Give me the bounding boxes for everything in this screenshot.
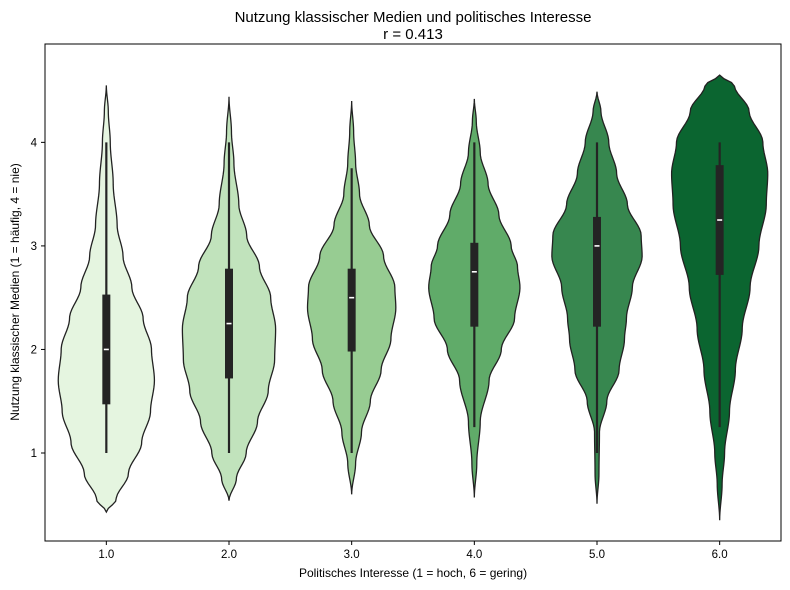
violin-iqr-box-4 (470, 242, 479, 327)
y-tick-label-2: 2 (31, 344, 37, 356)
violin-iqr-box-5 (593, 216, 601, 327)
x-tick-label-3: 3.0 (344, 549, 360, 561)
y-axis-label: Nutzung klassischer Medien (1 = häufig, … (8, 163, 22, 420)
x-tick-label-4: 4.0 (466, 549, 482, 561)
chart-title: Nutzung klassischer Medien und politisch… (235, 9, 592, 26)
x-tick-label-5: 5.0 (589, 549, 605, 561)
violins-layer (57, 74, 769, 521)
x-axis-label: Politisches Interesse (1 = hoch, 6 = ger… (299, 566, 527, 580)
x-tick-label-1: 1.0 (98, 549, 114, 561)
violin-iqr-box-3 (347, 268, 356, 352)
x-tick-label-6: 6.0 (712, 549, 728, 561)
y-tick-label-4: 4 (31, 137, 38, 149)
chart-subtitle: r = 0.413 (383, 26, 443, 43)
x-axis-ticks: 1.0 2.0 3.0 4.0 5.0 6.0 (98, 541, 728, 561)
plot-frame (44, 43, 782, 542)
y-axis-ticks: 1 2 3 4 (31, 137, 45, 460)
y-tick-label-1: 1 (31, 448, 37, 460)
y-tick-label-3: 3 (31, 241, 37, 253)
x-tick-label-2: 2.0 (221, 549, 237, 561)
